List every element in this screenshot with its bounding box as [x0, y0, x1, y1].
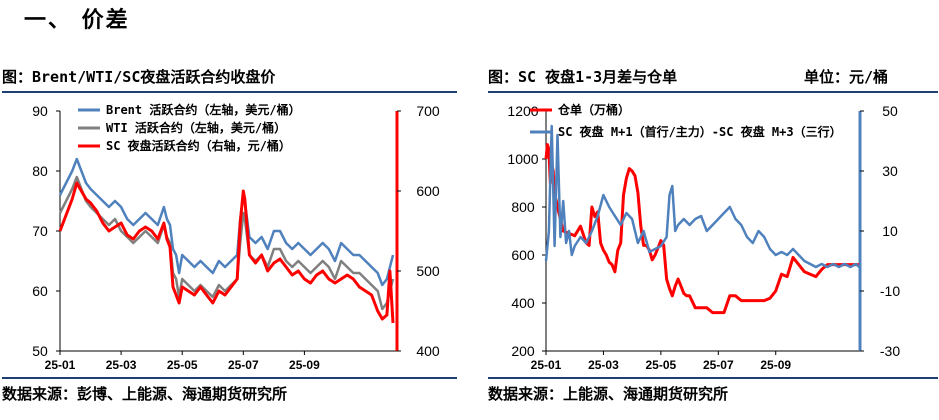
- left-tick-label: 800: [511, 199, 535, 215]
- left-tick-label: 1000: [507, 151, 538, 167]
- x-tick-label: 25-01: [45, 358, 76, 372]
- series-line-2: [58, 175, 395, 311]
- right-chart-source: 数据来源：上能源、海通期货研究所: [488, 385, 729, 403]
- left-tick-label: 200: [511, 343, 535, 359]
- right-tick-label: 600: [416, 183, 440, 199]
- legend-label: 仓单（万桶）: [557, 102, 630, 117]
- right-tick-label: 10: [882, 223, 898, 239]
- left-tick-label: 70: [32, 223, 48, 239]
- x-tick-label: 25-09: [760, 358, 791, 372]
- x-tick-label: 25-05: [646, 358, 677, 372]
- x-tick-label: 25-09: [289, 358, 320, 372]
- right-chart-unit: 单位：元/桶: [804, 68, 889, 86]
- left-chart-source: 数据来源：彭博、上能源、海通期货研究所: [2, 385, 288, 403]
- left-tick-label: 60: [32, 283, 48, 299]
- legend-label: SC 夜盘活跃合约（右轴，元/桶）: [106, 138, 291, 153]
- left-tick-label: 1200: [507, 103, 538, 119]
- x-tick-label: 25-07: [703, 358, 734, 372]
- left-source-rule: [2, 377, 457, 379]
- left-tick-label: 50: [32, 343, 48, 359]
- x-tick-label: 25-07: [228, 358, 259, 372]
- section-title: 一、 价差: [24, 8, 130, 33]
- x-tick-label: 25-03: [106, 358, 137, 372]
- right-title-rule: [488, 91, 938, 93]
- x-tick-label: 25-01: [531, 358, 562, 372]
- left-title-rule: [2, 91, 457, 93]
- left-tick-label: 80: [32, 163, 48, 179]
- right-source-rule: [488, 377, 938, 379]
- series-line-2: [544, 124, 860, 269]
- left-chart-title: 图：Brent/WTI/SC夜盘活跃合约收盘价: [2, 68, 276, 86]
- right-tick-label: -30: [880, 343, 900, 359]
- series-line-3: [58, 181, 395, 324]
- chart-1: 50 60 70 80 90 400 500 600 700 25-01 25-03 25-05 25-…: [32, 102, 440, 372]
- right-tick-label: 50: [882, 103, 898, 119]
- right-tick-label: 500: [416, 263, 440, 279]
- right-chart-title: 图：SC 夜盘1-3月差与仓单: [488, 68, 678, 86]
- series-line-1: [58, 157, 395, 287]
- legend-label: Brent 活跃合约（左轴，美元/桶）: [106, 102, 301, 117]
- left-tick-label: 400: [511, 295, 535, 311]
- left-tick-label: 600: [511, 247, 535, 263]
- right-tick-label: 400: [416, 343, 440, 359]
- x-tick-label: 25-05: [167, 358, 198, 372]
- legend-label: WTI 活跃合约（左轴，美元/桶）: [106, 120, 286, 135]
- legend-label: SC 夜盘 M+1（首行/主力）-SC 夜盘 M+3（三行）: [558, 124, 842, 139]
- left-tick-label: 90: [32, 103, 48, 119]
- right-tick-label: 30: [882, 163, 898, 179]
- x-tick-label: 25-03: [588, 358, 619, 372]
- right-tick-label: 700: [416, 103, 440, 119]
- right-tick-label: -10: [880, 283, 900, 299]
- chart-2: 200 400 600 800 1000 1200 -30 -10 10 30 50 25-01 25-…: [507, 102, 900, 372]
